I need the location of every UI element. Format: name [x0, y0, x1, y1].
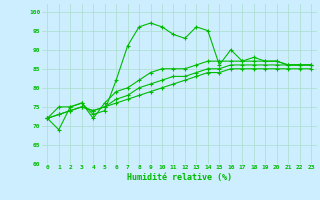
X-axis label: Humidité relative (%): Humidité relative (%) — [127, 173, 232, 182]
